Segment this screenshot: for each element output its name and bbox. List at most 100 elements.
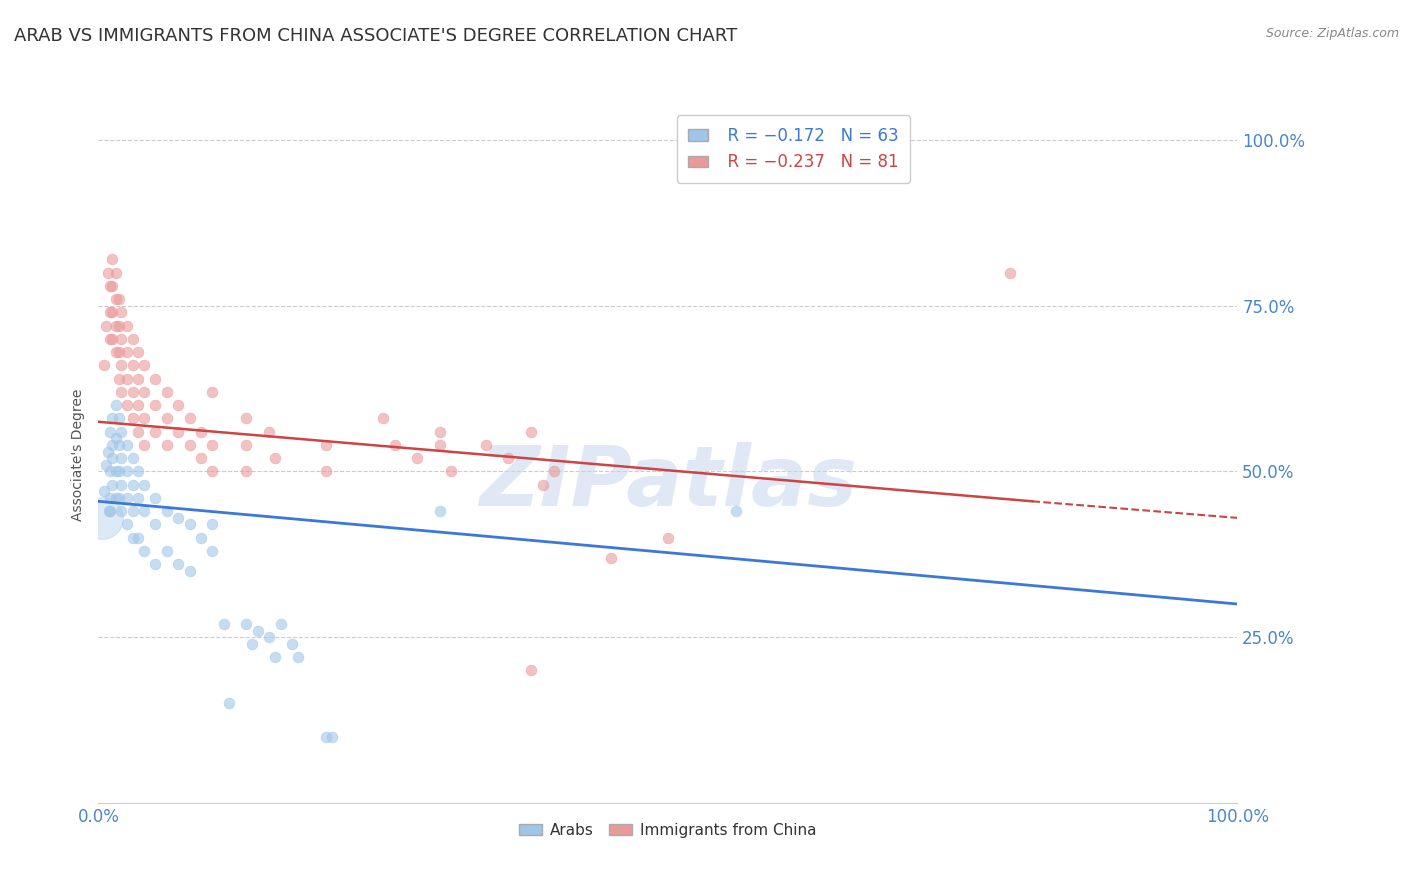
Point: [270, 616, 292, 631]
Point: [93, 484, 115, 499]
Point: [201, 517, 224, 532]
Point: [145, 491, 167, 505]
Point: [127, 372, 149, 386]
Point: [167, 398, 190, 412]
Point: [104, 292, 127, 306]
Point: [201, 438, 224, 452]
Point: [520, 663, 543, 677]
Point: [371, 411, 394, 425]
Point: [108, 318, 131, 333]
Point: [96, 318, 118, 333]
Point: [108, 465, 131, 479]
Point: [190, 531, 212, 545]
Point: [127, 345, 149, 359]
Point: [315, 730, 337, 744]
Point: [98, 279, 121, 293]
Point: [179, 517, 201, 532]
Point: [259, 630, 281, 644]
Point: [110, 305, 132, 319]
Point: [127, 465, 149, 479]
Point: [98, 425, 121, 439]
Point: [96, 444, 118, 458]
Point: [179, 411, 201, 425]
Point: [145, 425, 167, 439]
Point: [218, 697, 240, 711]
Point: [97, 504, 120, 518]
Point: [240, 637, 263, 651]
Point: [235, 411, 257, 425]
Text: ZIPatlas: ZIPatlas: [479, 442, 856, 524]
Point: [101, 451, 124, 466]
Point: [132, 477, 155, 491]
Point: [115, 345, 138, 359]
Point: [101, 252, 124, 267]
Point: [440, 465, 463, 479]
Point: [98, 504, 121, 518]
Point: [101, 411, 124, 425]
Point: [201, 384, 224, 399]
Point: [156, 544, 179, 558]
Point: [246, 624, 269, 638]
Legend: Arabs, Immigrants from China: Arabs, Immigrants from China: [510, 814, 825, 847]
Point: [127, 425, 149, 439]
Point: [98, 465, 121, 479]
Point: [998, 266, 1021, 280]
Point: [132, 384, 155, 399]
Point: [156, 438, 179, 452]
Point: [190, 451, 212, 466]
Point: [132, 504, 155, 518]
Text: Source: ZipAtlas.com: Source: ZipAtlas.com: [1265, 27, 1399, 40]
Point: [115, 398, 138, 412]
Point: [121, 451, 143, 466]
Point: [132, 359, 155, 373]
Point: [96, 266, 118, 280]
Point: [104, 318, 127, 333]
Point: [429, 425, 451, 439]
Point: [315, 465, 337, 479]
Point: [127, 491, 149, 505]
Point: [132, 438, 155, 452]
Point: [115, 517, 138, 532]
Point: [259, 425, 281, 439]
Point: [145, 558, 167, 572]
Point: [98, 305, 121, 319]
Point: [235, 438, 257, 452]
Point: [212, 616, 235, 631]
Point: [281, 637, 304, 651]
Point: [121, 411, 143, 425]
Point: [201, 544, 224, 558]
Point: [132, 544, 155, 558]
Point: [101, 438, 124, 452]
Point: [104, 398, 127, 412]
Point: [315, 438, 337, 452]
Point: [600, 550, 623, 565]
Point: [190, 425, 212, 439]
Point: [156, 411, 179, 425]
Point: [167, 558, 190, 572]
Point: [264, 451, 287, 466]
Point: [520, 425, 543, 439]
Point: [121, 477, 143, 491]
Point: [145, 398, 167, 412]
Point: [179, 438, 201, 452]
Point: [235, 616, 257, 631]
Point: [498, 451, 520, 466]
Point: [384, 438, 406, 452]
Point: [531, 477, 554, 491]
Point: [101, 305, 124, 319]
Point: [104, 431, 127, 445]
Point: [110, 359, 132, 373]
Point: [179, 564, 201, 578]
Point: [115, 318, 138, 333]
Point: [110, 425, 132, 439]
Point: [287, 650, 309, 665]
Point: [235, 465, 257, 479]
Point: [264, 650, 287, 665]
Point: [108, 372, 131, 386]
Point: [121, 384, 143, 399]
Point: [93, 359, 115, 373]
Point: [104, 465, 127, 479]
Point: [429, 438, 451, 452]
Point: [108, 411, 131, 425]
Y-axis label: Associate's Degree: Associate's Degree: [70, 389, 84, 521]
